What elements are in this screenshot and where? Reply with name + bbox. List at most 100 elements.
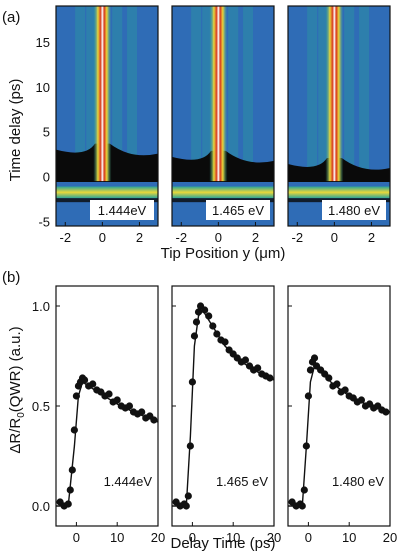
heatmap-beam	[325, 6, 344, 182]
heatmap-frame	[171, 5, 275, 227]
panel-a-xlabel: Tip Position y (μm)	[161, 245, 286, 262]
heatmap-stripe	[288, 186, 390, 199]
scatter-point	[333, 380, 341, 388]
scatter-point	[266, 374, 274, 382]
scatter-point	[310, 354, 319, 362]
scatter-point	[182, 502, 190, 510]
heatmap-streak	[228, 6, 239, 177]
scatter-energy-label: 1.480 eV	[332, 474, 384, 489]
heatmap-streak	[112, 6, 123, 177]
panel-b-xlabel: Delay Time (ps)	[170, 535, 275, 552]
heatmap-energy-label: 1.480 eV	[328, 203, 380, 218]
heatmap-streak	[202, 6, 213, 177]
scatter-point	[186, 442, 194, 450]
panel-a-ytick-label: 15	[36, 35, 50, 50]
panel-b-ylabel: ΔR/R0(QWR) (a.u.)	[7, 326, 27, 453]
scatter-point	[298, 502, 306, 510]
panel-b-label: (b)	[2, 269, 20, 286]
panel-a-xtick-label: 0	[99, 230, 106, 245]
panel-b-xtick-label: 10	[226, 530, 240, 545]
panel-a-xtick-label: 2	[368, 230, 375, 245]
scatter-point	[64, 500, 72, 508]
heatmap-panel	[288, 6, 390, 226]
scatter-point	[66, 486, 74, 494]
scatter-panel: 0 10 20 1.480 eV	[287, 285, 397, 545]
panel-b-ytick-label: 1.0	[32, 299, 50, 314]
panel-b-xtick-label: 10	[342, 530, 356, 545]
heatmap-energy-box	[90, 200, 154, 220]
panel-a-xtick-label: 0	[215, 230, 222, 245]
heatmap-streak	[191, 6, 202, 177]
scatter-point	[192, 318, 201, 326]
panel-b-xtick-label: 0	[189, 530, 196, 545]
scatter-point	[341, 386, 349, 394]
scatter-point	[382, 408, 390, 416]
scatter-point	[138, 408, 146, 416]
heatmap-energy-label: 1.465 eV	[212, 203, 264, 218]
panel-a-xtick-label: 2	[136, 230, 143, 245]
heatmap-streak	[86, 6, 97, 177]
heatmap-frame	[55, 5, 159, 227]
panel-b-xtick-label: 20	[383, 530, 397, 545]
panel-a-ylabel: Time delay (ps)	[7, 79, 24, 182]
panel-a-ytick-label: 10	[36, 80, 50, 95]
scatter-point	[190, 332, 199, 340]
scatter-point	[304, 392, 312, 400]
heatmap-streak	[318, 6, 329, 177]
heatmap-frame	[287, 5, 391, 227]
panel-a-ytick-label: 5	[43, 125, 50, 140]
panel-a-label: (a)	[2, 9, 20, 26]
scatter-point	[80, 376, 89, 384]
scatter-panel: 0 10 20 1.465 eV	[171, 285, 281, 545]
panel-b-xtick-label: 0	[73, 530, 80, 545]
panel-b-ytick-label: 0.5	[32, 399, 50, 414]
scatter-energy-label: 1.465 eV	[216, 474, 268, 489]
scatter-point	[184, 492, 192, 500]
scatter-point	[68, 466, 76, 474]
panel-b-yticks: 0.0 0.5 1.0	[32, 299, 50, 514]
panel-a-ytick-label: -5	[38, 215, 50, 230]
scatter-point	[221, 338, 229, 346]
panel-a-heatmaps: -2 0 2 1.444eV -2 0 2 1.465 eV -2 0 2 1.480 eV	[55, 5, 391, 245]
scatter-point	[213, 330, 221, 338]
heatmap-beam	[209, 6, 228, 182]
heatmap-streak	[344, 6, 355, 177]
scatter-point	[188, 378, 196, 386]
heatmap-stripe	[172, 186, 274, 199]
heatmap-energy-label: 1.444eV	[98, 203, 147, 218]
scatter-point	[105, 390, 113, 398]
panel-a-ytick-label: 0	[43, 170, 50, 185]
panel-b-xtick-label: 20	[267, 530, 281, 545]
heatmap-streak	[359, 6, 370, 177]
scatter-point	[201, 306, 209, 314]
heatmap-streak	[75, 6, 86, 177]
scatter-point	[89, 380, 97, 388]
scatter-point	[209, 322, 217, 330]
scatter-frame	[171, 285, 275, 527]
panel-b-xtick-label: 20	[151, 530, 165, 545]
scatter-point	[72, 392, 80, 400]
scatter-point	[150, 416, 158, 424]
heatmap-panel	[172, 6, 274, 226]
scatter-point	[302, 442, 310, 450]
panel-a-xtick-label: 0	[331, 230, 338, 245]
heatmap-panel	[56, 6, 158, 226]
scatter-frame	[55, 285, 159, 527]
heatmap-stripe	[56, 186, 158, 199]
scatter-point	[300, 486, 308, 494]
scatter-point	[357, 396, 366, 404]
panel-b-ytick-label: 0.0	[32, 499, 50, 514]
scatter-point	[306, 366, 315, 374]
heatmap-streak	[127, 6, 138, 177]
panel-a-yticks: -5 0 5 10 15	[36, 35, 50, 230]
heatmap-streak	[243, 6, 254, 177]
scatter-point	[194, 308, 203, 316]
panel-b-xtick-label: 10	[110, 530, 124, 545]
panel-a-xtick-label: -2	[291, 230, 303, 245]
scatter-point	[70, 426, 78, 434]
panel-a-xtick-label: 2	[252, 230, 259, 245]
scatter-energy-label: 1.444eV	[104, 474, 153, 489]
scatter-panel: 0 10 20 1.444eV	[55, 285, 165, 545]
scatter-point	[125, 402, 134, 410]
